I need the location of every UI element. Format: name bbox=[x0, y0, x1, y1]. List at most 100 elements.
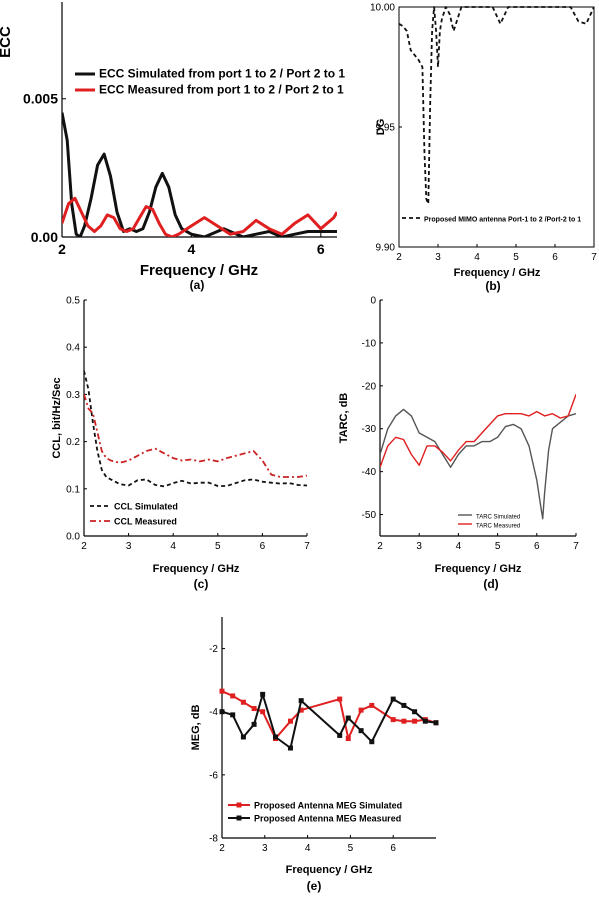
x-tick-label: 6 bbox=[534, 541, 540, 552]
y-tick-label: 0.5 bbox=[66, 296, 80, 307]
x-tick-label: 2 bbox=[219, 843, 225, 854]
series-1-marker bbox=[345, 736, 351, 742]
y-tick-label: 0.4 bbox=[66, 343, 80, 354]
y-tick-label: -20 bbox=[362, 381, 377, 392]
y-tick-label: -10 bbox=[362, 338, 377, 349]
x-tick-label: 6 bbox=[260, 541, 266, 552]
series-1-marker bbox=[260, 709, 266, 715]
series-1-marker bbox=[240, 699, 246, 705]
panel-label-d: (d) bbox=[483, 577, 498, 591]
series-2-marker bbox=[219, 709, 225, 715]
panel-e-meg-chart: 2 3 4 5 6 -2 -4 -6 -8 Frequency / GHz MEG, dB Propo… bbox=[190, 617, 439, 876]
legend-label-2: ECC Measured from port 1 to 2 / Port 2 t… bbox=[99, 83, 344, 97]
y-tick-label: 10.00 bbox=[370, 3, 395, 14]
series-1-marker bbox=[251, 706, 257, 712]
panel-label-c: (c) bbox=[194, 577, 209, 591]
x-axis-label: Frequency / GHz bbox=[140, 262, 258, 279]
legend-label-1: Proposed MIMO antenna Port-1 to 2 /Port-… bbox=[424, 217, 581, 224]
y-tick-label: -50 bbox=[362, 510, 377, 521]
series-2-marker bbox=[345, 715, 351, 721]
plot-frame bbox=[398, 6, 595, 248]
series-1-marker bbox=[219, 688, 225, 694]
legend-label-1: CCL Simulated bbox=[114, 502, 178, 512]
series-1-marker bbox=[337, 696, 343, 702]
panel-a-ecc-chart: 2 4 6 0.00 0.005 Frequency / GHz ECC ECC Simula… bbox=[0, 2, 345, 279]
series-2-marker bbox=[251, 721, 257, 727]
x-axis-label: Frequency / GHz bbox=[286, 864, 373, 876]
legend-marker-2 bbox=[236, 815, 242, 821]
x-tick-label: 2 bbox=[377, 541, 383, 552]
series-line-1 bbox=[399, 6, 594, 205]
panel-c-ccl-chart: 2 3 4 5 6 7 0.0 0.1 0.2 0.3 0.4 0.5 Frequency / GHz C… bbox=[51, 296, 310, 576]
series-2-marker bbox=[422, 718, 428, 724]
x-tick-label: 2 bbox=[81, 541, 87, 552]
series-1-marker bbox=[390, 717, 396, 723]
series-2-marker bbox=[240, 734, 246, 740]
x-tick-label: 3 bbox=[435, 252, 441, 263]
series-2-marker bbox=[358, 728, 364, 734]
series-1-marker bbox=[230, 693, 236, 699]
panel-label-e: (e) bbox=[307, 879, 322, 893]
series-2-marker bbox=[433, 720, 439, 726]
legend-label-2: Proposed Antenna MEG Measured bbox=[254, 814, 401, 824]
series-1-marker bbox=[298, 707, 304, 713]
series-2-marker bbox=[401, 702, 407, 708]
series-2-marker bbox=[412, 709, 418, 715]
panel-d-tarc-chart: 2 3 4 5 6 7 0 -10 -20 -30 -40 -50 Frequency / GHz TAR… bbox=[338, 296, 579, 576]
x-tick-label: 6 bbox=[552, 252, 558, 263]
x-tick-label: 2 bbox=[396, 252, 402, 263]
x-tick-label: 6 bbox=[317, 241, 325, 257]
y-axis-label: CCL, bit/Hz/Sec bbox=[51, 377, 63, 458]
legend-label-1: ECC Simulated from port 1 to 2 / Port 2 … bbox=[99, 67, 345, 81]
series-line-2 bbox=[380, 394, 576, 468]
legend-label-1: Proposed Antenna MEG Simulated bbox=[254, 801, 402, 811]
series-line-1 bbox=[380, 408, 576, 520]
series-line-1 bbox=[84, 370, 307, 488]
x-tick-label: 5 bbox=[513, 252, 519, 263]
x-axis-label: Frequency / GHz bbox=[454, 267, 541, 279]
y-axis-label: ECC bbox=[0, 26, 14, 58]
x-tick-label: 3 bbox=[126, 541, 132, 552]
y-tick-label: 0.005 bbox=[23, 91, 58, 107]
y-tick-label: -4 bbox=[209, 707, 218, 718]
y-tick-label: 0 bbox=[370, 296, 376, 307]
y-tick-label: 9.95 bbox=[376, 123, 396, 134]
x-tick-label: 3 bbox=[262, 843, 268, 854]
series-1-marker bbox=[358, 707, 364, 713]
legend-label-2: TARC Measured bbox=[476, 524, 520, 530]
x-tick-label: 5 bbox=[348, 843, 354, 854]
y-tick-label: -40 bbox=[362, 467, 377, 478]
y-tick-label: -2 bbox=[209, 644, 218, 655]
y-axis-label: TARC, dB bbox=[338, 393, 350, 444]
series-2-marker bbox=[337, 732, 343, 738]
x-tick-label: 2 bbox=[58, 241, 66, 257]
series-line-1 bbox=[62, 112, 337, 237]
series-1-marker bbox=[287, 718, 293, 724]
panel-label-b: (b) bbox=[485, 279, 500, 293]
x-tick-label: 4 bbox=[456, 541, 462, 552]
panel-label-a: (a) bbox=[190, 278, 205, 292]
series-line-2 bbox=[62, 196, 337, 237]
series-1-marker bbox=[412, 718, 418, 724]
series-2-marker bbox=[273, 734, 278, 740]
series-1-marker bbox=[369, 702, 375, 708]
x-tick-label: 7 bbox=[591, 252, 597, 263]
series-2-marker bbox=[260, 691, 266, 697]
legend-label-1: TARC Simulated bbox=[476, 515, 520, 521]
series-line-2 bbox=[84, 394, 307, 478]
series-2-marker bbox=[369, 739, 375, 745]
y-tick-label: 0.2 bbox=[66, 437, 80, 448]
legend-marker-1 bbox=[236, 802, 242, 808]
series-2-marker bbox=[230, 712, 236, 718]
series-2-marker bbox=[298, 698, 304, 704]
y-tick-label: 0.0 bbox=[66, 532, 80, 543]
legend-label-2: CCL Measured bbox=[114, 517, 177, 527]
y-axis-label: MEG, dB bbox=[190, 705, 202, 751]
x-tick-label: 4 bbox=[170, 541, 176, 552]
series-2-marker bbox=[390, 696, 396, 702]
y-tick-label: -30 bbox=[362, 424, 377, 435]
y-tick-label: -6 bbox=[209, 770, 218, 781]
x-tick-label: 4 bbox=[474, 252, 480, 263]
x-tick-label: 4 bbox=[305, 843, 311, 854]
